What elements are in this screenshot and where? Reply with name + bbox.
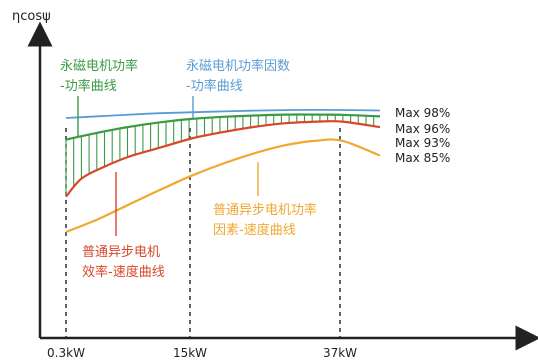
hatch-region (65, 114, 375, 197)
curve-async-power-factor (65, 138, 381, 234)
y-axis-label: ηcosψ (12, 9, 51, 24)
label-async-power-factor: 普通异步电机功率 因素-速度曲线 (213, 202, 321, 238)
curve-pm-power (65, 113, 381, 141)
curve-async-efficiency (65, 120, 381, 198)
max-label-0: Max 98% (395, 106, 450, 120)
label-pm-power: 永磁电机功率 -功率曲线 (60, 58, 142, 94)
max-label-3: Max 85% (395, 151, 450, 165)
label-async-efficiency: 普通异步电机 效率-速度曲线 (82, 245, 165, 280)
max-label-1: Max 96% (395, 122, 450, 136)
max-label-2: Max 93% (395, 136, 450, 150)
label-pm-power-factor: 永磁电机功率因数 -功率曲线 (186, 58, 294, 94)
curve-pm-power-factor (65, 108, 381, 119)
x-tick-1: 15kW (173, 346, 207, 360)
x-tick-2: 37kW (323, 346, 357, 360)
x-tick-0: 0.3kW (47, 346, 85, 360)
